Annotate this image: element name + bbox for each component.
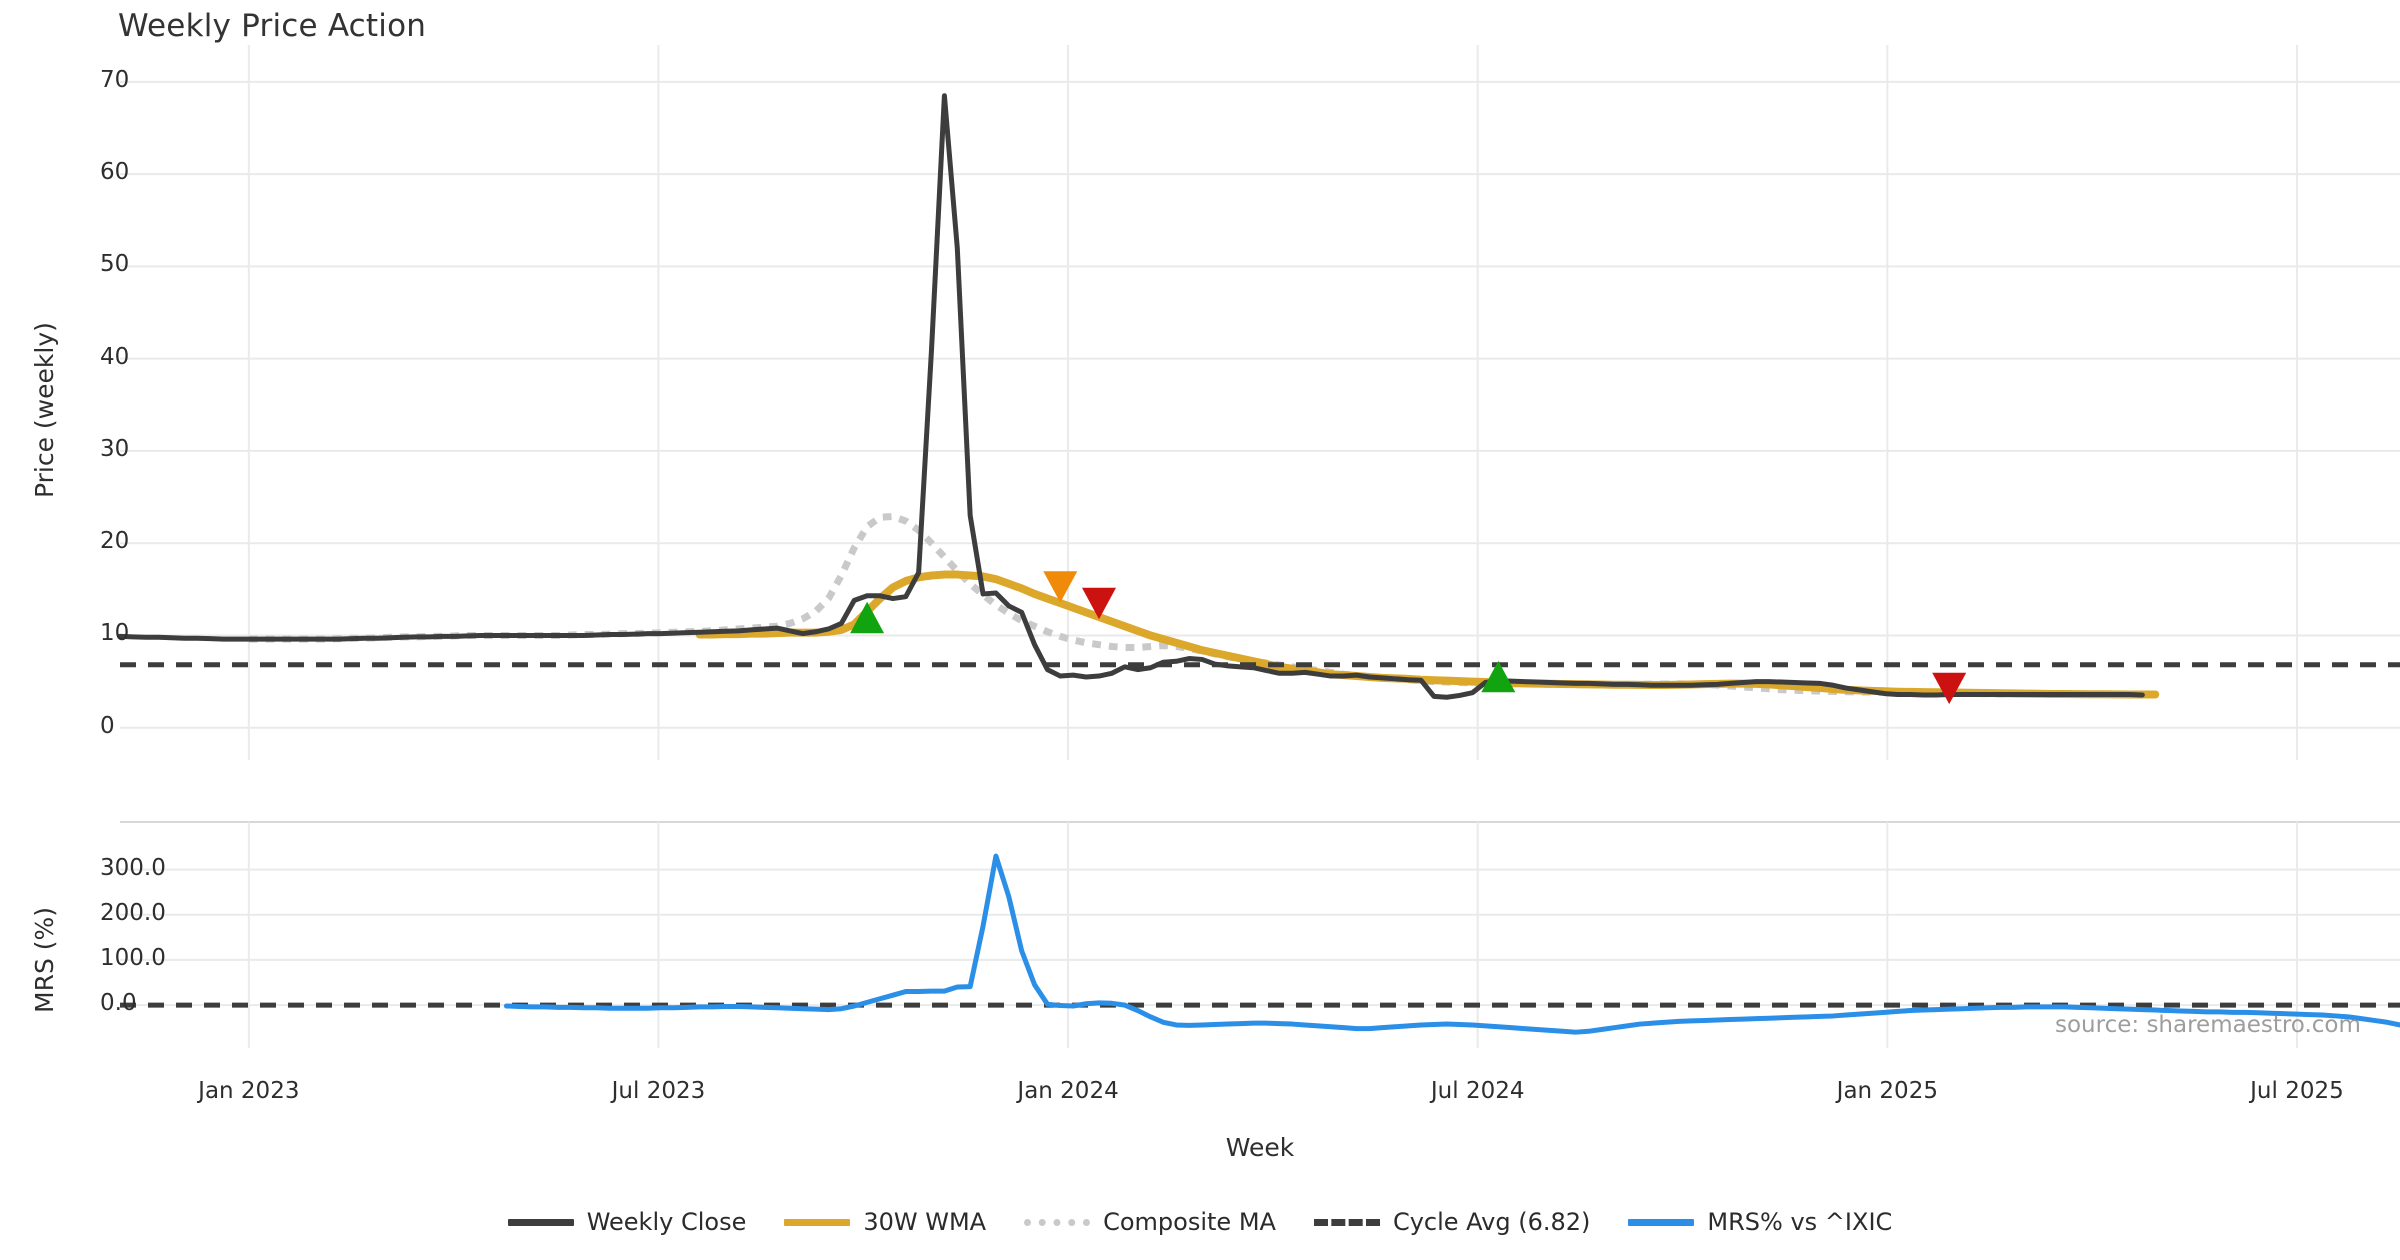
source-watermark: source: sharemaestro.com bbox=[2055, 1012, 2361, 1038]
series-lines bbox=[117, 93, 2400, 1035]
legend-item-composite-ma[interactable]: Composite MA bbox=[1024, 1208, 1276, 1236]
page-title: Weekly Price Action bbox=[118, 8, 427, 44]
axis-tick-label: Jan 2024 bbox=[1017, 1078, 1119, 1104]
legend-label: MRS% vs ^IXIC bbox=[1707, 1208, 1893, 1236]
series-line-mrs-vs-ixic bbox=[503, 853, 2400, 1035]
legend-swatch-solid bbox=[507, 1218, 574, 1226]
legend-swatch-solid bbox=[1628, 1218, 1695, 1226]
grid-lines bbox=[120, 45, 2400, 1048]
series-line-30w-wma bbox=[695, 570, 2160, 699]
legend-label: Composite MA bbox=[1103, 1208, 1276, 1236]
signal-markers bbox=[850, 571, 1967, 705]
y-axis-label-price: Price (weekly) bbox=[30, 321, 59, 498]
legend-label: 30W WMA bbox=[863, 1208, 987, 1236]
legend-item-weekly-close[interactable]: Weekly Close bbox=[507, 1208, 747, 1236]
signal-marker-buy[interactable] bbox=[850, 601, 885, 634]
signal-marker-sell[interactable] bbox=[1082, 587, 1116, 620]
legend-item-mrs-vs-ixic[interactable]: MRS% vs ^IXIC bbox=[1628, 1208, 1892, 1236]
legend-swatch-dotted bbox=[1024, 1218, 1091, 1226]
legend-label: Cycle Avg (6.82) bbox=[1392, 1208, 1591, 1236]
legend-item-cycle-avg-6-82-[interactable]: Cycle Avg (6.82) bbox=[1313, 1208, 1591, 1236]
axis-tick-label: Jul 2024 bbox=[1430, 1078, 1525, 1104]
signal-marker-sell[interactable] bbox=[1932, 672, 1967, 705]
legend-swatch-solid bbox=[784, 1218, 851, 1226]
series-line-weekly-close bbox=[117, 93, 2145, 700]
axis-tick-label: Jan 2025 bbox=[1836, 1078, 1938, 1104]
axis-tick-label: Jul 2023 bbox=[611, 1078, 706, 1104]
axis-tick-label: Jan 2023 bbox=[198, 1078, 300, 1104]
legend-item-30w-wma[interactable]: 30W WMA bbox=[784, 1208, 986, 1236]
legend-label: Weekly Close bbox=[586, 1208, 747, 1236]
chart-legend: Weekly Close 30W WMA Composite MA Cycle Avg… bbox=[0, 1208, 2400, 1236]
signal-marker-buy[interactable] bbox=[1481, 660, 1516, 693]
axis-tick-label: Jul 2025 bbox=[2250, 1078, 2344, 1104]
legend-swatch-dashed bbox=[1313, 1218, 1380, 1226]
y-axis-label-mrs: MRS (%) bbox=[30, 906, 59, 1013]
signal-marker-warn[interactable] bbox=[1043, 571, 1078, 603]
x-axis-label: Week bbox=[1225, 1133, 1295, 1162]
